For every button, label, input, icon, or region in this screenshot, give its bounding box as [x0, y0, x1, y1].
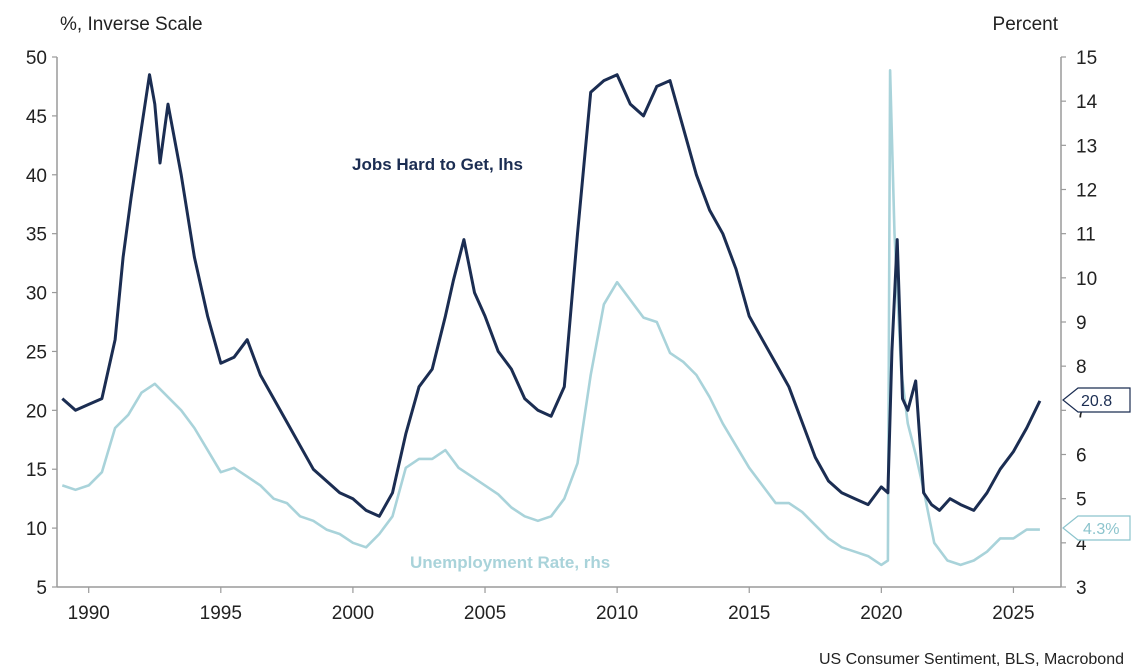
last-value-callout-unemployment: 4.3% — [1062, 515, 1131, 541]
right-tick-label: 14 — [1076, 92, 1098, 113]
x-tick-label: 1990 — [68, 603, 110, 624]
right-tick-label: 13 — [1076, 136, 1097, 157]
right-tick-label: 8 — [1076, 357, 1087, 378]
right-tick-label: 9 — [1076, 313, 1087, 334]
left-tick-label: 45 — [26, 107, 47, 128]
left-axis-ticks: 5 10 15 20 25 30 35 40 45 50 — [26, 48, 57, 599]
left-tick-label: 25 — [26, 342, 47, 363]
source-note: US Consumer Sentiment, BLS, Macrobond — [819, 651, 1124, 668]
right-tick-label: 4 — [1076, 534, 1087, 555]
x-tick-label: 2015 — [728, 603, 770, 624]
right-tick-label: 15 — [1076, 48, 1097, 69]
x-axis-ticks: 1990 1995 2000 2005 2010 2015 2020 2025 — [68, 587, 1035, 624]
x-tick-label: 2025 — [992, 603, 1034, 624]
series-label-jobs-hard-to-get: Jobs Hard to Get, lhs — [352, 155, 523, 174]
series-line-unemployment-rate — [61, 69, 1040, 567]
right-tick-label: 6 — [1076, 446, 1087, 467]
right-tick-label: 12 — [1076, 181, 1097, 202]
callout-box-unemployment — [1062, 515, 1131, 541]
left-tick-label: 40 — [26, 166, 47, 187]
x-tick-label: 2005 — [464, 603, 506, 624]
left-tick-label: 20 — [26, 401, 47, 422]
series-label-unemployment-rate: Unemployment Rate, rhs — [410, 553, 610, 572]
left-tick-label: 35 — [26, 225, 47, 246]
left-tick-label: 5 — [36, 578, 47, 599]
last-value-callout-jobs: 20.8 — [1062, 387, 1131, 413]
x-tick-label: 1995 — [200, 603, 242, 624]
right-tick-label: 5 — [1076, 490, 1087, 511]
right-axis-label: Percent — [993, 14, 1059, 35]
x-tick-label: 2010 — [596, 603, 638, 624]
right-axis-ticks: 3456789101112131415 — [1061, 48, 1098, 599]
left-tick-label: 30 — [26, 284, 47, 305]
right-tick-label: 11 — [1076, 225, 1096, 246]
x-tick-label: 2020 — [860, 603, 902, 624]
left-tick-label: 50 — [26, 48, 47, 69]
last-value-jobs: 20.8 — [1081, 393, 1112, 410]
left-tick-label: 10 — [26, 519, 47, 540]
x-tick-label: 2000 — [332, 603, 374, 624]
right-tick-label: 10 — [1076, 269, 1097, 290]
left-axis-label: %, Inverse Scale — [60, 14, 203, 35]
callout-box-jobs — [1062, 387, 1131, 413]
last-value-unemployment: 4.3% — [1083, 521, 1119, 538]
right-tick-label: 3 — [1076, 578, 1087, 599]
series-line-jobs-hard-to-get — [61, 73, 1042, 518]
left-tick-label: 15 — [26, 460, 47, 481]
